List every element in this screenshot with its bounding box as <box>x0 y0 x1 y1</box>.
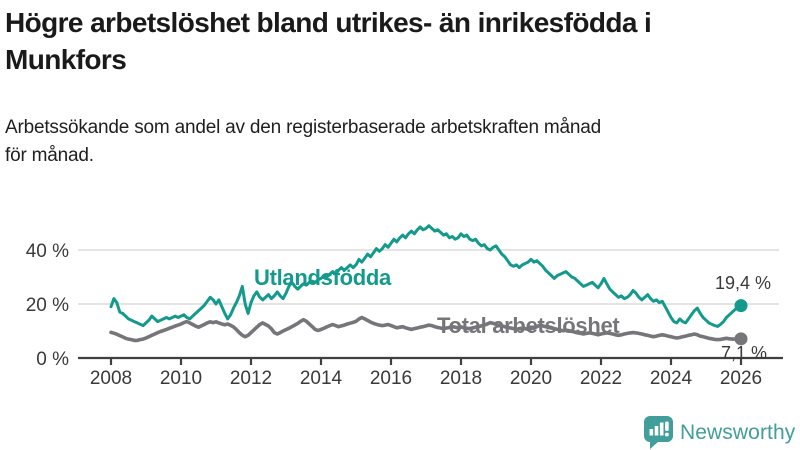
series-label-total-arbetsloshet: Total arbetslöshet <box>437 313 620 338</box>
x-tick-label: 2018 <box>440 368 482 389</box>
x-tick-label: 2012 <box>230 368 272 389</box>
x-tick-label: 2008 <box>90 368 132 389</box>
bar-chart-speech-bubble-icon <box>644 416 673 449</box>
page-title-line-1: Högre arbetslöshet bland utrikes- än inr… <box>5 7 652 38</box>
data-line-0 <box>109 224 743 328</box>
chart-subtitle-line-1: Arbetssökande som andel av den registerb… <box>5 117 602 138</box>
series-label-utlandsfodda: Utlandsfödda <box>254 265 391 290</box>
x-tick-label: 2014 <box>300 368 343 389</box>
x-tick-label: 2026 <box>720 368 762 389</box>
x-tick-label: 2024 <box>650 368 693 389</box>
chart-subtitle-line-2: för månad. <box>5 145 94 166</box>
chart-subtitle: Arbetssökande som andel av den registerb… <box>5 114 795 170</box>
y-tick-label: 0 % <box>36 349 69 370</box>
data-line-1 <box>109 315 743 343</box>
y-tick-label: 20 % <box>26 295 69 316</box>
x-tick-label: 2016 <box>370 368 412 389</box>
end-dot-0 <box>734 299 748 313</box>
y-tick-label: 40 % <box>26 241 69 262</box>
end-dot-1 <box>734 332 748 346</box>
page-title: Högre arbetslöshet bland utrikes- än inr… <box>5 4 797 78</box>
end-value-label-utlandsfodda: 19,4 % <box>715 273 772 293</box>
x-tick-label: 2022 <box>580 368 622 389</box>
x-tick-label: 2010 <box>160 368 202 389</box>
x-tick-label: 2020 <box>510 368 552 389</box>
page-title-line-2: Munkfors <box>5 44 127 75</box>
newsworthy-logo-text: Newsworthy <box>680 420 796 444</box>
newsworthy-logo[interactable]: Newsworthy <box>644 416 795 449</box>
end-value-label-total: 7,1 % <box>721 343 768 363</box>
